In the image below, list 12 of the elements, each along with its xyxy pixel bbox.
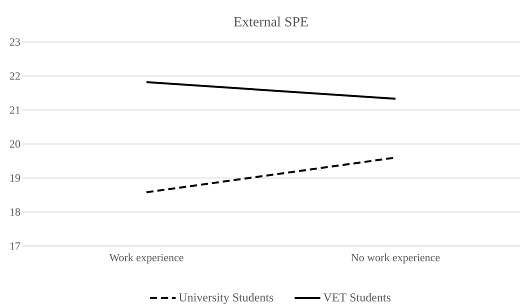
y-tick-label: 18	[10, 208, 20, 216]
x-tick-label: No work experience	[351, 254, 440, 264]
y-tick-label: 21	[10, 106, 20, 114]
chart-title: External SPE	[234, 16, 308, 26]
y-tick-label: 20	[10, 140, 20, 148]
y-tick-label: 22	[10, 72, 20, 80]
y-tick-label: 17	[10, 242, 20, 250]
x-tick-label: Work experience	[109, 254, 184, 264]
y-tick-label: 19	[10, 174, 20, 182]
y-tick-label: 23	[10, 38, 20, 46]
legend-label: University Students	[178, 293, 274, 304]
legend-label: VET Students	[323, 293, 391, 302]
